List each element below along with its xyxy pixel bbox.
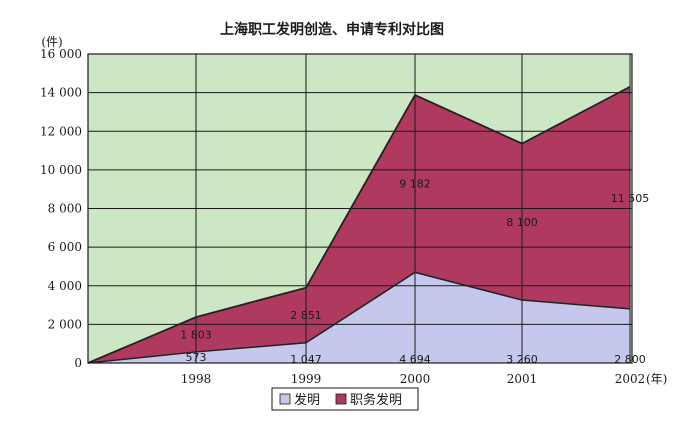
series-line-发明: [87, 271, 631, 364]
y-tick-label: 12 000: [40, 124, 82, 138]
y-tick-label: 2 000: [48, 317, 82, 331]
data-label-发明: 573: [186, 351, 207, 364]
y-tick-label: 14 000: [40, 86, 82, 100]
x-tick-label: 2001: [507, 372, 538, 386]
data-label-职务发明: 9 182: [399, 178, 431, 191]
data-label-发明: 1 047: [290, 353, 322, 366]
x-tick-label: 2002: [615, 372, 646, 386]
x-tick-label: 2000: [400, 372, 431, 386]
data-label-发明: 3 260: [506, 353, 538, 366]
y-tick-label: 16 000: [40, 47, 82, 61]
legend-label-职务发明: 职务发明: [350, 392, 402, 408]
y-tick-label: 4 000: [48, 279, 82, 293]
series-line-职务发明: [87, 85, 631, 364]
series-area-职务发明: [88, 86, 630, 364]
y-tick-label: 6 000: [48, 240, 82, 254]
data-label-职务发明: 1 803: [180, 329, 212, 342]
plot-border: [87, 53, 633, 364]
data-label-职务发明: 8 100: [506, 216, 538, 229]
legend-swatch-职务发明: [335, 393, 347, 405]
data-label-发明: 2 800: [614, 353, 646, 366]
y-tick-label: 10 000: [40, 163, 82, 177]
y-tick-label: 0: [74, 356, 82, 370]
legend: 发明 职务发明: [271, 387, 419, 411]
legend-swatch-发明: [279, 393, 291, 405]
x-axis-unit-label: (年): [646, 372, 667, 386]
legend-label-发明: 发明: [294, 392, 320, 408]
chart-title: 上海职工发明创造、申请专利对比图: [220, 21, 444, 38]
data-label-发明: 4 694: [399, 353, 431, 366]
y-axis-unit-label: (件): [41, 35, 62, 49]
y-tick-label: 8 000: [48, 202, 82, 216]
plot-area: 0 2 000 4 000 6 000 8 000 10 000 12 000 14 000 1…: [40, 47, 667, 386]
series-area-发明: [88, 272, 630, 363]
data-label-职务发明: 2 851: [290, 309, 322, 322]
x-tick-label: 1998: [181, 372, 212, 386]
data-label-职务发明: 11 505: [611, 192, 650, 205]
x-tick-label: 1999: [291, 372, 322, 386]
